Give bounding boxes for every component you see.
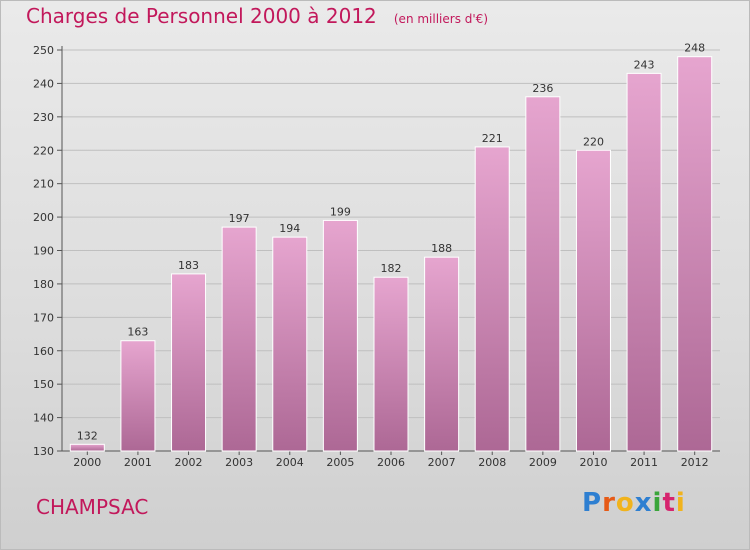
bar [677, 56, 713, 452]
data-label: 220 [583, 135, 604, 148]
x-tick-label: 2002 [175, 456, 203, 469]
x-tick-label: 2007 [428, 456, 456, 469]
data-label: 221 [482, 132, 503, 145]
x-tick-label: 2012 [681, 456, 709, 469]
x-tick-label: 2008 [478, 456, 506, 469]
x-tick-label: 2009 [529, 456, 557, 469]
proxiti-logo: Proxiti [582, 488, 686, 518]
y-tick-label: 160 [33, 345, 54, 358]
bar [171, 273, 207, 452]
x-tick-label: 2001 [124, 456, 152, 469]
y-tick-label: 230 [33, 111, 54, 124]
logo-letter: i [675, 488, 686, 518]
data-label: 236 [532, 82, 553, 95]
data-label: 182 [381, 262, 402, 275]
bar [474, 146, 510, 452]
bars [69, 56, 713, 452]
x-tick-label: 2010 [579, 456, 607, 469]
chart-subtitle: (en milliers d'€) [393, 12, 488, 26]
bar [272, 236, 308, 452]
y-tick-label: 220 [33, 144, 54, 157]
bar [424, 256, 460, 452]
bar [575, 149, 611, 452]
data-label: 243 [634, 58, 655, 71]
logo-letter: r [602, 488, 616, 518]
bar [221, 226, 257, 452]
x-tick-label: 2000 [73, 456, 101, 469]
bar [626, 72, 662, 452]
y-tick-label: 130 [33, 445, 54, 458]
data-label: 194 [279, 222, 300, 235]
y-tick-label: 170 [33, 311, 54, 324]
logo-letter: o [615, 488, 635, 518]
data-label: 188 [431, 242, 452, 255]
chart-title: Charges de Personnel 2000 à 2012 [26, 4, 377, 28]
y-tick-label: 190 [33, 245, 54, 258]
y-tick-label: 180 [33, 278, 54, 291]
bar [120, 340, 156, 452]
data-label: 132 [77, 429, 98, 442]
bar [525, 96, 561, 452]
logo-letter: P [582, 488, 603, 518]
data-label: 183 [178, 259, 199, 272]
data-label: 163 [127, 326, 148, 339]
labels: 132 163 183 197 194 199 182 188 221 236 220 243 248 [77, 42, 705, 443]
y-tick-label: 140 [33, 412, 54, 425]
y-tick-label: 240 [33, 77, 54, 90]
logo-letter: t [662, 488, 676, 518]
bar [69, 443, 105, 452]
y-tick-label: 150 [33, 378, 54, 391]
y-tick-label: 250 [33, 44, 54, 57]
x-tick-label: 2006 [377, 456, 405, 469]
x-tick-label: 2004 [276, 456, 304, 469]
x-tick-label: 2003 [225, 456, 253, 469]
y-tick-label: 210 [33, 178, 54, 191]
bar [322, 219, 358, 452]
chart-header: Charges de Personnel 2000 à 2012 (en mil… [26, 4, 488, 28]
place-name: CHAMPSAC [36, 495, 149, 519]
y-tick-label: 200 [33, 211, 54, 224]
data-label: 248 [684, 42, 705, 55]
data-label: 199 [330, 205, 351, 218]
logo-letter: x [634, 488, 653, 518]
bar [373, 276, 409, 452]
data-label: 197 [229, 212, 250, 225]
logo-letter: i [652, 488, 663, 518]
x-tick-label: 2011 [630, 456, 658, 469]
axes: 130 140 150 160 170 180 190 200 210 220 230 240 250 2… [33, 44, 720, 469]
x-tick-label: 2005 [326, 456, 354, 469]
